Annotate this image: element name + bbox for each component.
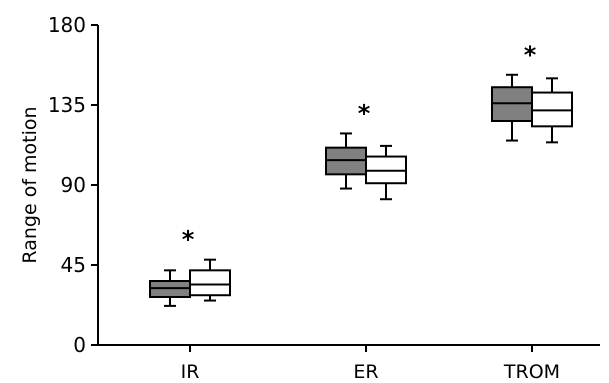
x-axis: IR ER TROM: [98, 344, 600, 383]
y-tick-label: 135: [48, 93, 86, 117]
y-tick-label: 45: [61, 253, 86, 277]
x-tick-label: ER: [353, 361, 378, 383]
plot-area: * * *: [149, 41, 573, 307]
box-ir-1: [149, 269, 191, 307]
box-er-1: [325, 132, 367, 190]
y-axis-title: Range of motion: [19, 106, 41, 263]
significance-marker: *: [524, 41, 537, 69]
box-trom-1: [491, 73, 533, 142]
box-er-2: [365, 144, 407, 201]
significance-marker: *: [358, 99, 371, 127]
y-tick-label: 90: [61, 173, 86, 197]
significance-marker: *: [182, 226, 195, 254]
x-tick-label: TROM: [503, 361, 560, 383]
y-tick-label: 0: [73, 333, 86, 357]
box-trom-2: [531, 77, 573, 144]
x-tick-label: IR: [181, 361, 200, 383]
box-ir-2: [189, 258, 231, 302]
box-iqr: [189, 269, 231, 297]
y-tick-label: 180: [48, 13, 86, 37]
y-axis: 0 45 90 135 180: [48, 13, 99, 357]
